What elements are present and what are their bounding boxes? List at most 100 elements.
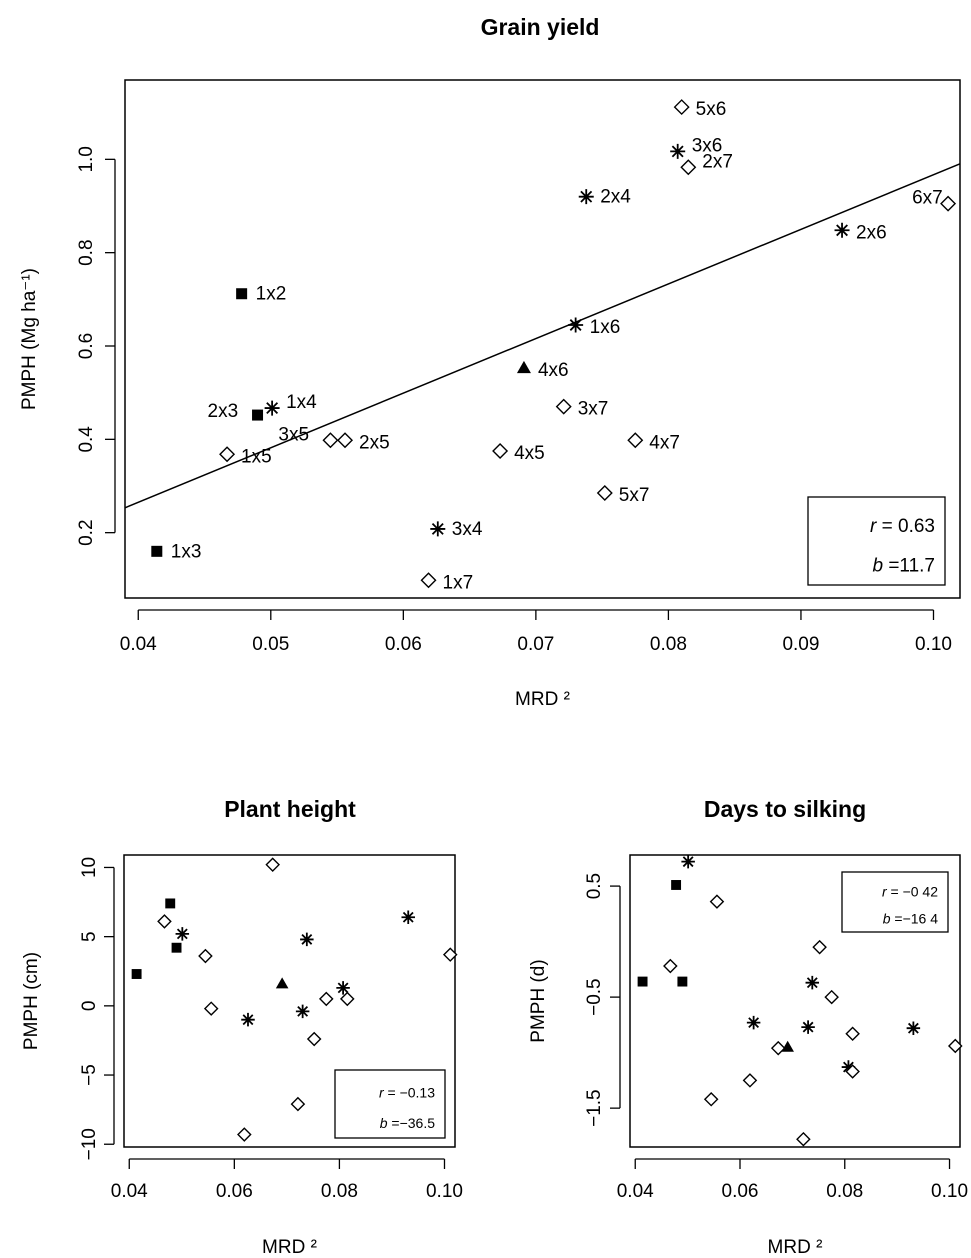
point-label: 1x6	[590, 317, 621, 338]
data-point-diamond	[198, 948, 213, 964]
x-tick-label: 0.08	[826, 1181, 863, 1202]
data-point-star	[336, 981, 350, 995]
point-label: 3x7	[578, 399, 609, 420]
stats-box: r = −0 42 b =−16 4	[841, 871, 949, 933]
chart-days-to-silking: Days to silking 0.04 0.06 0.08 0.10 −1.5 −0.5 0…	[528, 796, 968, 1258]
stats-box: r = −0.13 b =−36.5	[334, 1069, 446, 1139]
y-tick-label: 0.8	[76, 239, 97, 265]
data-point-square	[151, 545, 163, 557]
data-point-square	[171, 942, 182, 953]
data-point-square	[165, 898, 176, 909]
data-point-diamond	[337, 432, 354, 449]
point-label: 2x4	[600, 187, 631, 208]
point-label: 2x5	[359, 432, 390, 453]
point-label: 5x7	[619, 485, 650, 506]
y-axis-label: PMPH (d)	[528, 959, 549, 1042]
data-point-diamond	[555, 398, 572, 415]
x-tick-label: 0.09	[782, 634, 819, 655]
x-tick-label: 0.07	[517, 634, 554, 655]
data-point-square	[131, 969, 142, 979]
y-tick-label: 0.2	[76, 519, 97, 545]
data-point-diamond	[265, 857, 280, 872]
data-point-star	[746, 1015, 761, 1030]
chart-title: Days to silking	[704, 796, 866, 822]
stat-b-value: =−16 4	[891, 911, 939, 927]
stat-b: b =−36.5	[380, 1115, 436, 1131]
data-point-triangle	[516, 360, 531, 374]
stat-r: r = 0.63	[870, 516, 935, 537]
data-point-diamond	[340, 991, 355, 1007]
y-tick-label: −10	[79, 1128, 100, 1160]
stats-box-frame	[334, 1069, 446, 1139]
y-tick-label: −0.5	[584, 978, 605, 1016]
stat-b: b =11.7	[872, 556, 935, 577]
stats-box: r = 0.63 b =11.7	[807, 496, 946, 586]
data-point-square	[252, 409, 264, 421]
data-point-diamond	[824, 989, 839, 1005]
data-point-star	[300, 932, 314, 947]
data-point-diamond	[709, 894, 725, 909]
point-label: 3x6	[692, 135, 723, 156]
plot-frame	[124, 79, 961, 599]
x-tick-label: 0.04	[617, 1181, 654, 1202]
x-tick-label: 0.10	[426, 1181, 463, 1202]
stat-r-symbol: r	[379, 1085, 385, 1101]
x-tick-label: 0.05	[252, 634, 289, 655]
chart-title: Grain yield	[481, 14, 600, 40]
stats-box-frame	[807, 496, 946, 586]
data-point-square	[671, 880, 682, 890]
data-point-diamond	[845, 1026, 860, 1042]
data-point-diamond	[940, 195, 957, 212]
x-axis-label: MRD ²	[515, 689, 570, 710]
y-tick-label: 0.5	[584, 873, 605, 899]
y-tick-label: 10	[79, 857, 100, 878]
data-point-star	[401, 910, 415, 925]
data-point-square	[236, 288, 248, 300]
stat-r: r = −0.13	[379, 1085, 435, 1101]
point-label: 3x4	[452, 519, 483, 540]
point-label: 1x5	[241, 446, 272, 467]
data-point-diamond	[237, 1127, 252, 1142]
stat-b-symbol: b	[380, 1115, 388, 1131]
x-tick-label: 0.06	[216, 1181, 253, 1202]
data-point-diamond	[812, 939, 827, 955]
x-axis-label: MRD ²	[262, 1237, 317, 1258]
y-axis-label: PMPH (Mg ha⁻¹)	[19, 268, 40, 410]
y-tick-label: 0.6	[76, 333, 97, 359]
y-tick-label: 5	[79, 931, 100, 942]
data-point-star	[264, 400, 280, 416]
data-point-square	[637, 976, 648, 987]
data-point-diamond	[492, 443, 509, 459]
x-axis-label: MRD ²	[768, 1237, 823, 1258]
stat-b-symbol: b	[883, 911, 891, 927]
data-point-diamond	[680, 159, 697, 176]
stat-r-symbol: r	[870, 516, 877, 537]
data-point-diamond	[442, 947, 458, 962]
x-tick-label: 0.04	[120, 634, 157, 655]
point-label: 1x2	[256, 284, 287, 305]
point-label: 1x7	[443, 572, 474, 593]
data-point-diamond	[596, 485, 613, 501]
data-point-diamond	[290, 1096, 306, 1112]
y-tick-label: 0.4	[76, 426, 97, 453]
data-point-diamond	[318, 991, 334, 1007]
data-point-diamond	[663, 958, 678, 974]
x-tick-label: 0.08	[321, 1181, 358, 1202]
data-point-diamond	[796, 1131, 811, 1147]
stat-b-value: =11.7	[883, 556, 935, 577]
x-tick-label: 0.06	[722, 1181, 759, 1202]
plot-frame	[123, 854, 456, 1148]
data-point-diamond	[420, 572, 437, 589]
stat-b: b =−16 4	[883, 911, 939, 927]
point-label: 5x6	[696, 99, 727, 120]
data-point-diamond	[673, 99, 690, 116]
data-point-diamond	[219, 446, 236, 463]
data-point-star	[906, 1021, 921, 1035]
y-tick-label: −5	[79, 1064, 100, 1086]
data-point-diamond	[322, 432, 339, 449]
point-label: 4x6	[538, 360, 569, 381]
chart-grain-yield: Grain yield 0.04 0.05 0.06 0.07 0.08 0.09 0.10 0…	[19, 14, 961, 710]
stat-b-value: =−36.5	[388, 1115, 436, 1131]
data-point-diamond	[947, 1038, 963, 1054]
